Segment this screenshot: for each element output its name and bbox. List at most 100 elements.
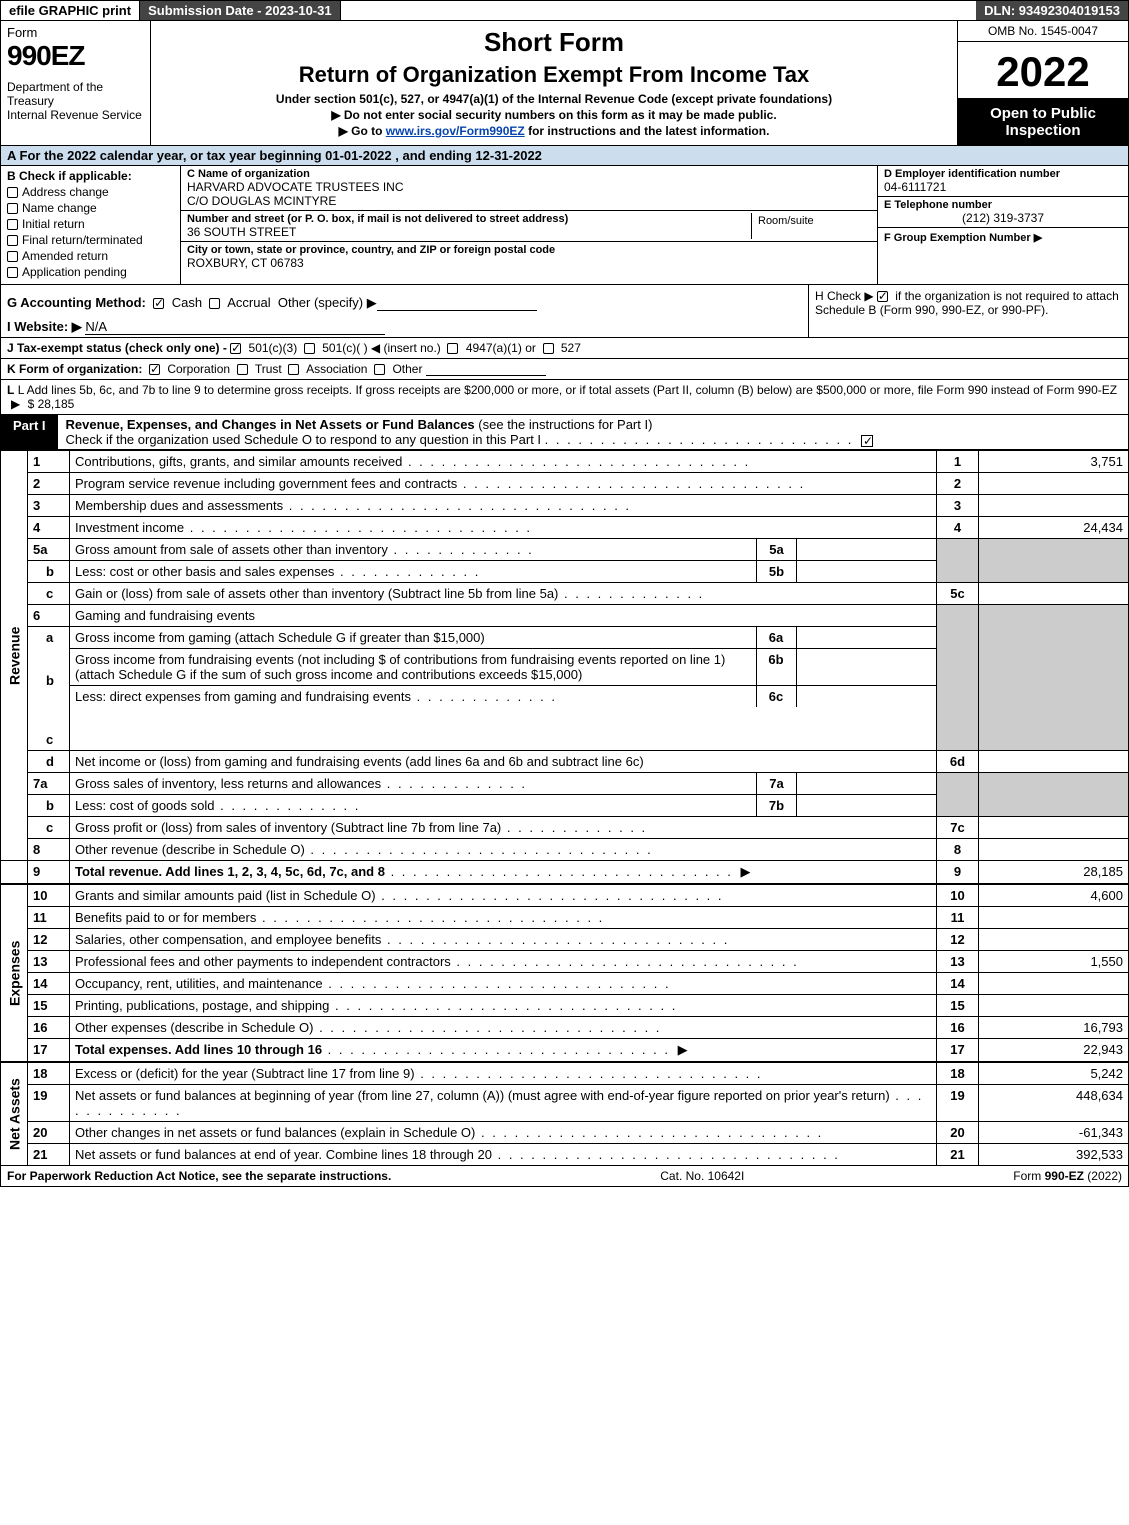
ln7a-no: 7a — [28, 773, 70, 795]
ln2-nc: 2 — [937, 473, 979, 495]
dln: DLN: 93492304019153 — [976, 1, 1128, 20]
ln11-desc: Benefits paid to or for members — [75, 910, 256, 925]
chk-amended[interactable] — [7, 251, 18, 262]
ln1-nc: 1 — [937, 451, 979, 473]
ln7c-nc: 7c — [937, 817, 979, 839]
ln18-desc: Excess or (deficit) for the year (Subtra… — [75, 1066, 415, 1081]
ln3-nc: 3 — [937, 495, 979, 517]
chk-accrual[interactable] — [209, 298, 220, 309]
ln3-amt — [979, 495, 1129, 517]
ln5a-sa — [797, 539, 937, 561]
top-bar: efile GRAPHIC print Submission Date - 20… — [0, 0, 1129, 21]
chk-final-return[interactable] — [7, 235, 18, 246]
lbl-501c: 501(c)( ) ◀ (insert no.) — [322, 341, 441, 355]
c-room-label: Room/suite — [758, 215, 865, 227]
ln15-amt — [979, 995, 1129, 1017]
lbl-assoc: Association — [306, 362, 367, 376]
ln5b-sn: 5b — [757, 561, 797, 583]
ln21-desc: Net assets or fund balances at end of ye… — [75, 1147, 492, 1162]
chk-address-change[interactable] — [7, 187, 18, 198]
chk-527[interactable] — [543, 343, 554, 354]
grey-6 — [937, 605, 979, 751]
i-label: I Website: ▶ — [7, 319, 82, 334]
ln13-desc: Professional fees and other payments to … — [75, 954, 451, 969]
chk-schedule-o[interactable] — [861, 435, 873, 447]
lbl-trust: Trust — [255, 362, 282, 376]
chk-trust[interactable] — [237, 364, 248, 375]
side-netassets: Net Assets — [1, 1063, 28, 1166]
ln17-amt: 22,943 — [979, 1039, 1129, 1062]
ln7a-desc: Gross sales of inventory, less returns a… — [75, 776, 381, 791]
ln6d-no: d — [28, 751, 70, 773]
section-c: C Name of organization HARVARD ADVOCATE … — [181, 166, 878, 284]
chk-assoc[interactable] — [288, 364, 299, 375]
ln5b-no: b — [28, 561, 70, 583]
chk-501c[interactable] — [304, 343, 315, 354]
ln18-amt: 5,242 — [979, 1063, 1129, 1085]
ln8-nc: 8 — [937, 839, 979, 861]
ln9-desc: Total revenue. Add lines 1, 2, 3, 4, 5c,… — [75, 864, 385, 879]
chk-501c3[interactable] — [230, 343, 241, 354]
telephone: (212) 319-3737 — [884, 211, 1122, 225]
ln16-desc: Other expenses (describe in Schedule O) — [75, 1020, 313, 1035]
chk-cash[interactable] — [153, 298, 164, 309]
lbl-other-org: Other — [392, 362, 422, 376]
ln6d-desc: Net income or (loss) from gaming and fun… — [75, 754, 644, 769]
ln8-desc: Other revenue (describe in Schedule O) — [75, 842, 305, 857]
lbl-501c3: 501(c)(3) — [249, 341, 298, 355]
ln16-amt: 16,793 — [979, 1017, 1129, 1039]
header-center: Short Form Return of Organization Exempt… — [151, 21, 958, 145]
c-addr-label: Number and street (or P. O. box, if mail… — [187, 213, 751, 225]
part1-header: Part I Revenue, Expenses, and Changes in… — [0, 415, 1129, 450]
chk-corp[interactable] — [149, 364, 160, 375]
open-to-public: Open to Public Inspection — [958, 99, 1128, 145]
return-title: Return of Organization Exempt From Incom… — [161, 62, 947, 88]
f-label: F Group Exemption Number ▶ — [884, 232, 1042, 244]
ln5b-sa — [797, 561, 937, 583]
arrow-icon — [7, 397, 24, 411]
lbl-4947: 4947(a)(1) or — [466, 341, 536, 355]
ln2-desc: Program service revenue including govern… — [75, 476, 457, 491]
ln9-no: 9 — [28, 861, 70, 884]
ln9-amt: 28,185 — [979, 861, 1129, 884]
ln6-inner: Gaming and fundraising events Gross inco… — [70, 605, 936, 707]
irs-link[interactable]: www.irs.gov/Form990EZ — [386, 124, 525, 138]
side-rev-end — [1, 861, 28, 884]
grey-6-amt — [979, 605, 1129, 751]
side-expenses: Expenses — [1, 885, 28, 1062]
grey-7-amt — [979, 773, 1129, 817]
header-right: OMB No. 1545-0047 2022 Open to Public In… — [958, 21, 1128, 145]
chk-schedule-b[interactable] — [877, 291, 888, 302]
ln14-desc: Occupancy, rent, utilities, and maintena… — [75, 976, 323, 991]
chk-app-pending[interactable] — [7, 267, 18, 278]
g-label: G Accounting Method: — [7, 295, 146, 310]
ln6d-nc: 6d — [937, 751, 979, 773]
grey-5ab — [937, 539, 979, 583]
ln7b-no: b — [28, 795, 70, 817]
ln5a-desc: Gross amount from sale of assets other t… — [75, 542, 388, 557]
ln5a-no: 5a — [28, 539, 70, 561]
d-label: D Employer identification number — [884, 168, 1122, 180]
ln11-nc: 11 — [937, 907, 979, 929]
short-form-title: Short Form — [161, 27, 947, 58]
ln4-nc: 4 — [937, 517, 979, 539]
ln2-amt — [979, 473, 1129, 495]
chk-initial-return[interactable] — [7, 219, 18, 230]
chk-4947[interactable] — [447, 343, 458, 354]
ln21-amt: 392,533 — [979, 1144, 1129, 1166]
ln5c-desc: Gain or (loss) from sale of assets other… — [75, 586, 558, 601]
ln4-no: 4 — [28, 517, 70, 539]
row-l: L L Add lines 5b, 6c, and 7b to line 9 t… — [0, 380, 1129, 415]
chk-name-change[interactable] — [7, 203, 18, 214]
ln15-nc: 15 — [937, 995, 979, 1017]
netassets-table: Net Assets 18 Excess or (deficit) for th… — [0, 1062, 1129, 1166]
ln5c-amt — [979, 583, 1129, 605]
chk-other-org[interactable] — [374, 364, 385, 375]
ln7c-no: c — [28, 817, 70, 839]
website-val: N/A — [85, 319, 107, 334]
h-text: H Check ▶ — [815, 289, 874, 303]
ln19-amt: 448,634 — [979, 1085, 1129, 1122]
l-amount: $ 28,185 — [28, 397, 75, 411]
accounting-method: G Accounting Method: Cash Accrual Other … — [1, 285, 808, 337]
form-header: Form 990EZ Department of the Treasury In… — [0, 21, 1129, 146]
